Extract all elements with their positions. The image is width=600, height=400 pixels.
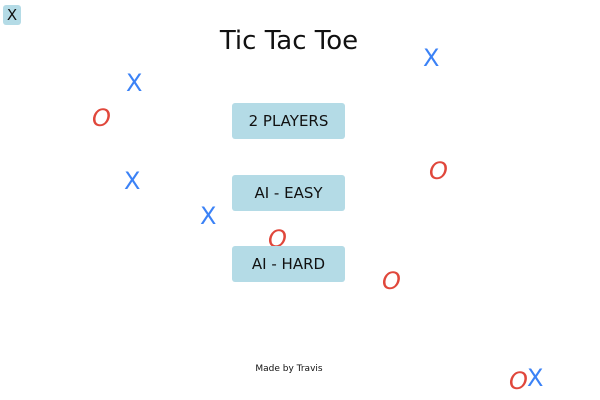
page-title: Tic Tac Toe (219, 26, 359, 56)
background-o-mark: O (429, 157, 448, 185)
close-button[interactable]: X (3, 5, 21, 25)
background-x-mark: X (124, 167, 141, 195)
background-x-mark: X (200, 202, 217, 230)
two-players-button[interactable]: 2 PLAYERS (232, 103, 345, 139)
background-x-mark: X (126, 69, 143, 97)
credit-text: Made by Travis (255, 364, 323, 374)
background-o-mark: O (92, 104, 111, 132)
ai-hard-button[interactable]: AI - HARD (232, 246, 345, 282)
ai-easy-button[interactable]: AI - EASY (232, 175, 345, 211)
background-o-mark: O (382, 267, 401, 295)
